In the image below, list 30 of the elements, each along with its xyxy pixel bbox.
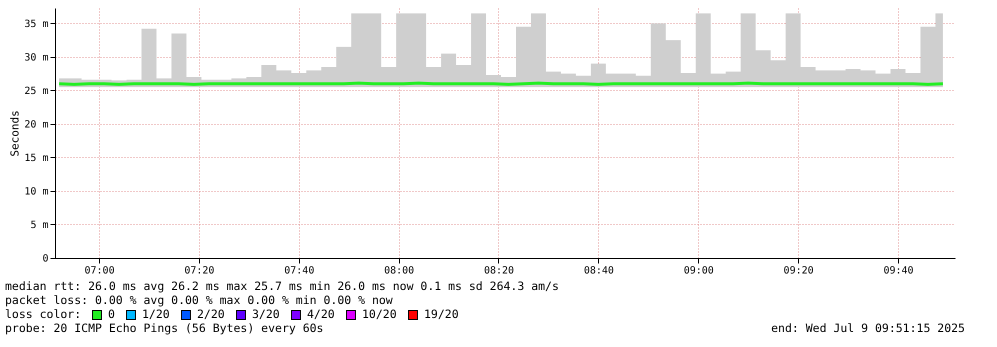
text: probe: 20 ICMP Echo Pings (56 Bytes) every 60s (5, 321, 324, 335)
legend-label: 0 (108, 307, 115, 321)
x-tick-label: 08:20 (484, 266, 514, 276)
text: median rtt: 26.0 ms avg 26.2 ms max 25.7 ms min 26.0 ms now 0.1 ms sd 264.3 am/s (5, 279, 559, 293)
x-tick-label: 07:20 (184, 266, 214, 276)
text: end: Wed Jul 9 09:51:15 2025 (771, 321, 965, 335)
legend-label: 19/20 (424, 307, 459, 321)
legend-label: 2/20 (197, 307, 225, 321)
x-tick-label: 08:40 (584, 266, 614, 276)
y-tick-label: 30 m (24, 52, 48, 64)
x-tick-label: 09:00 (684, 266, 714, 276)
x-tick-label: 07:40 (284, 266, 314, 276)
y-axis-title: Seconds (8, 110, 22, 157)
y-tick-label: 5 m (30, 220, 48, 231)
x-tick-label: 07:00 (84, 266, 115, 276)
legend-label: 1/20 (142, 307, 170, 321)
text: packet loss: 0.00 % avg 0.00 % max 0.00 % min 0.00 % now (5, 293, 393, 307)
y-tick-label: 0 (42, 254, 48, 264)
y-tick-label: 15 m (24, 152, 48, 164)
y-tick-label: 20 m (24, 119, 48, 130)
y-tick-label: 25 m (24, 86, 48, 97)
legend-title: loss color: (5, 307, 82, 321)
y-tick-label: 10 m (24, 186, 48, 198)
legend-label: 3/20 (252, 307, 280, 321)
x-tick-label: 09:20 (784, 266, 814, 276)
y-tick-label: 35 m (24, 18, 48, 30)
legend-label: 4/20 (307, 307, 335, 321)
legend-label: 10/20 (362, 307, 397, 321)
x-tick-label: 08:00 (384, 266, 414, 276)
x-tick-label: 09:40 (883, 266, 914, 276)
